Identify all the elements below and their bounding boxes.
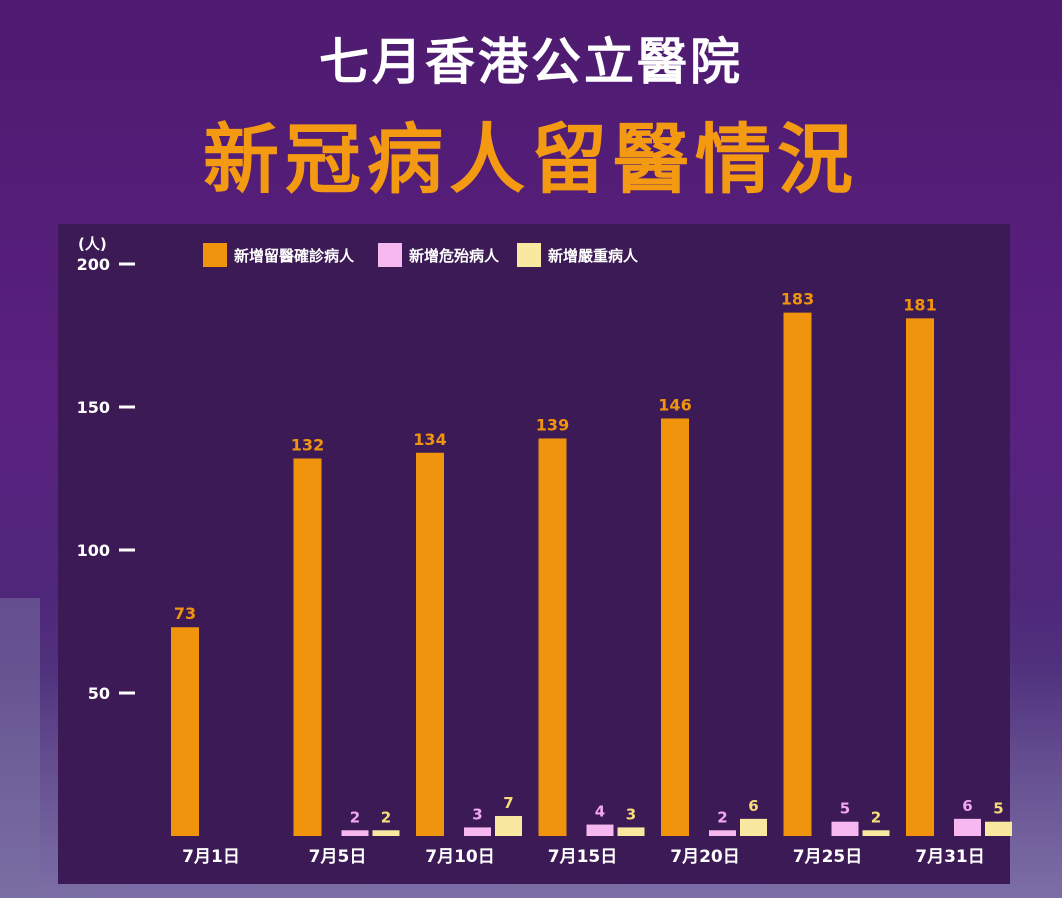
bar	[954, 818, 981, 836]
bar	[862, 830, 890, 836]
data-label: 2	[871, 808, 881, 826]
bar	[831, 821, 859, 836]
legend-swatch	[203, 243, 227, 267]
chart-panel	[58, 224, 1010, 884]
y-tick-label: 50	[88, 684, 110, 703]
x-tick-label: 7月1日	[182, 847, 240, 867]
data-label: 181	[903, 295, 936, 314]
data-label: 3	[626, 805, 636, 823]
legend-label: 新增危殆病人	[409, 247, 500, 265]
bar	[293, 458, 322, 836]
bar	[538, 438, 567, 836]
bar	[495, 815, 522, 836]
legend-swatch	[517, 243, 541, 267]
data-label: 139	[536, 415, 569, 434]
bar	[372, 830, 400, 836]
data-label: 5	[840, 800, 850, 818]
data-label: 5	[993, 800, 1003, 818]
y-tick-label: 200	[77, 255, 110, 274]
legend-label: 新增留醫確診病人	[234, 247, 355, 265]
x-tick-label: 7月5日	[309, 847, 367, 867]
bar	[783, 312, 812, 836]
bar	[661, 418, 689, 836]
data-label: 3	[472, 805, 482, 823]
data-label: 6	[962, 797, 972, 815]
x-tick-label: 7月31日	[915, 847, 985, 867]
legend-label: 新增嚴重病人	[548, 247, 639, 265]
bar	[341, 830, 369, 836]
bar	[740, 818, 767, 836]
data-label: 73	[174, 604, 196, 623]
data-label: 2	[381, 808, 391, 826]
title-line-1: 七月香港公立醫院	[319, 33, 743, 91]
data-label: 4	[595, 803, 605, 821]
title-line-2: 新冠病人留醫情況	[203, 115, 859, 204]
data-label: 146	[658, 395, 691, 414]
data-label: 7	[503, 794, 513, 812]
data-label: 2	[717, 808, 727, 826]
bar	[985, 821, 1012, 836]
y-axis-label: (人)	[78, 235, 107, 253]
data-label: 134	[413, 430, 446, 449]
bar	[416, 452, 444, 836]
bar	[171, 627, 199, 836]
bar	[586, 824, 614, 836]
x-tick-label: 7月25日	[793, 847, 863, 867]
y-tick-label: 100	[77, 541, 110, 560]
bar	[617, 827, 645, 836]
x-tick-label: 7月10日	[425, 847, 495, 867]
bar	[464, 827, 491, 836]
x-tick-label: 7月15日	[548, 847, 618, 867]
bar	[906, 318, 934, 837]
data-label: 2	[350, 808, 360, 826]
legend-swatch	[378, 243, 402, 267]
data-label: 183	[781, 290, 814, 309]
data-label: 132	[291, 435, 324, 454]
bar	[709, 830, 736, 836]
x-tick-label: 7月20日	[670, 847, 740, 867]
data-label: 6	[748, 797, 758, 815]
y-tick-label: 150	[77, 398, 110, 417]
